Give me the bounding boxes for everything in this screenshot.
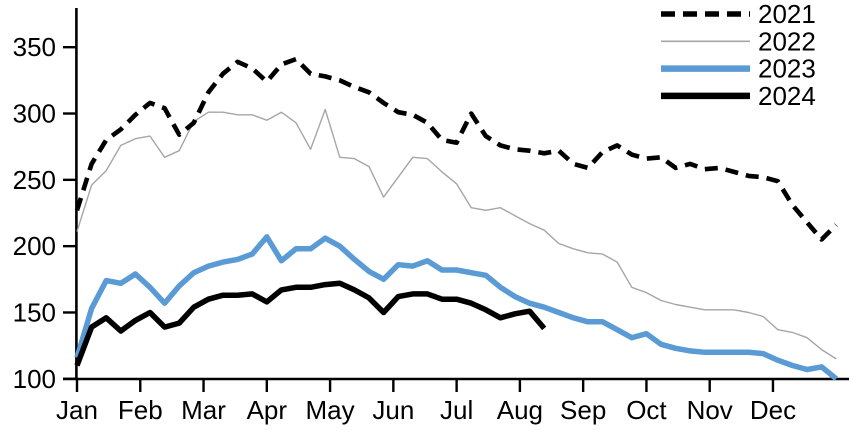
y-tick-label: 100 — [13, 364, 56, 394]
x-tick-label: Jan — [56, 395, 98, 425]
x-tick-label: Oct — [626, 395, 667, 425]
legend-item-2022: 2022 — [661, 26, 816, 56]
x-tick-label: Jul — [440, 395, 473, 425]
x-tick-label: Sep — [560, 395, 606, 425]
series-line-2022 — [76, 108, 837, 360]
legend-item-2021: 2021 — [661, 0, 816, 29]
series-line-2021 — [74, 56, 838, 242]
legend-label-2024: 2024 — [758, 81, 816, 111]
x-tick-label: Nov — [687, 395, 733, 425]
y-tick-label: 150 — [13, 297, 56, 327]
y-tick-label: 300 — [13, 99, 56, 129]
legend-item-2023: 2023 — [661, 54, 816, 84]
x-tick-label: Mar — [181, 395, 226, 425]
legend-label-2021: 2021 — [758, 0, 816, 29]
y-tick-label: 350 — [13, 32, 56, 62]
y-tick-label: 250 — [13, 165, 56, 195]
x-tick-label: Feb — [118, 395, 163, 425]
x-tick-label: Dec — [750, 395, 796, 425]
legend-label-2023: 2023 — [758, 54, 816, 84]
y-tick-label: 200 — [13, 231, 56, 261]
x-tick-label: Jun — [372, 395, 414, 425]
x-tick-label: Apr — [247, 395, 288, 425]
series-line-2023 — [74, 234, 838, 381]
x-tick-label: May — [306, 395, 355, 425]
x-tick-label: Aug — [497, 395, 543, 425]
series-line-2024 — [74, 280, 547, 367]
legend-label-2022: 2022 — [758, 26, 816, 56]
legend-item-2024: 2024 — [661, 81, 816, 111]
